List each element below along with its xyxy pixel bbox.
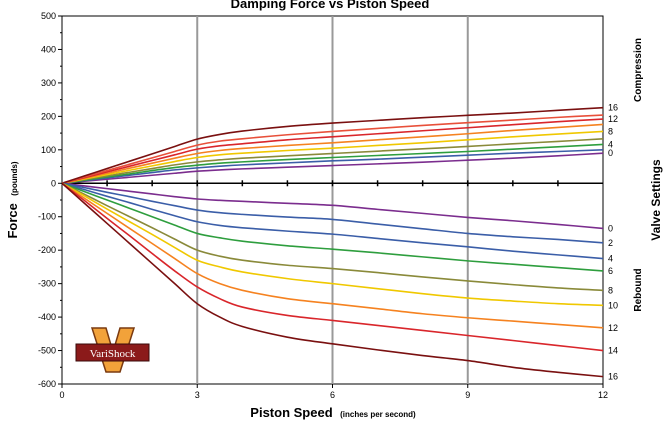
compression-label-4: 4: [608, 139, 613, 149]
rebound-label-16: 16: [608, 372, 618, 382]
grid-lines: [196, 16, 469, 384]
x-tick-label-3: 3: [195, 390, 200, 400]
rebound-label-8: 8: [608, 285, 613, 295]
x-axis-title-unit: (inches per second): [340, 410, 416, 419]
y-tick-label-100: 100: [41, 145, 56, 155]
series-layer: [61, 106, 604, 378]
compression-series-2: [61, 143, 604, 185]
y-tick-label--100: -100: [38, 212, 56, 222]
y-tick-label-400: 400: [41, 44, 56, 54]
logo-banner: [75, 343, 150, 362]
y-axis-title-unit: (pounds): [10, 161, 19, 196]
rebound-series-2: [61, 182, 604, 260]
x-tick-label-6: 6: [330, 390, 335, 400]
y-tick-label--500: -500: [38, 346, 56, 356]
y-axis: 500 400 300 200 100 0 -100 -200 -300 -400 -500 -600: [38, 11, 62, 389]
y-tick-label--400: -400: [38, 312, 56, 322]
rebound-label-4: 4: [608, 254, 613, 264]
y-axis-title-main: Force: [5, 203, 20, 238]
x-tick-label-0: 0: [59, 390, 64, 400]
y-tick-label--600: -600: [38, 379, 56, 389]
rebound-series-6: [61, 182, 604, 329]
x-axis: 0 3 6 9 12: [59, 384, 608, 400]
rebound-label-12: 12: [608, 323, 618, 333]
varishock-logo: VariShock: [75, 327, 150, 373]
rebound-series-8: [61, 182, 604, 378]
y-tick-label--300: -300: [38, 279, 56, 289]
compression-series-4: [61, 130, 604, 185]
zero-axis: [62, 180, 603, 187]
y-tick-label-200: 200: [41, 111, 56, 121]
rebound-series-4: [61, 182, 604, 292]
x-axis-title: Piston Speed (inches per second): [250, 404, 416, 421]
y-tick-label-300: 300: [41, 78, 56, 88]
rebound-series-1: [61, 182, 604, 244]
rebound-series-3: [61, 182, 604, 272]
compression-series-0: [61, 152, 604, 185]
y-tick-label-500: 500: [41, 11, 56, 21]
compression-series-3: [61, 137, 604, 185]
compression-label-8: 8: [608, 126, 613, 136]
compression-label-12: 12: [608, 114, 618, 124]
rebound-label-6: 6: [608, 266, 613, 276]
compression-series-8: [61, 106, 604, 185]
y-axis-title: Force (pounds): [4, 161, 21, 238]
compression-series-1: [61, 149, 604, 185]
rebound-series-7: [61, 182, 604, 352]
rebound-series-0: [61, 182, 604, 230]
x-tick-label-9: 9: [465, 390, 470, 400]
valve-settings-title: Valve Settings: [649, 159, 663, 241]
logo-text: VariShock: [90, 348, 136, 360]
chart-title: Damping Force vs Piston Speed: [231, 0, 430, 11]
rebound-label-0: 0: [608, 223, 613, 233]
y-tick-label--200: -200: [38, 245, 56, 255]
rebound-series-5: [61, 182, 604, 307]
compression-label-0: 0: [608, 148, 613, 158]
rebound-label: Rebound: [633, 268, 644, 311]
rebound-label-2: 2: [608, 238, 613, 248]
rebound-label-14: 14: [608, 346, 618, 356]
compression-series-5: [61, 123, 604, 185]
x-axis-title-main: Piston Speed: [250, 405, 332, 420]
compression-label-16: 16: [608, 103, 618, 113]
compression-label: Compression: [633, 38, 644, 102]
compression-series-6: [61, 118, 604, 185]
compression-series-7: [61, 114, 604, 185]
x-tick-label-12: 12: [598, 390, 608, 400]
y-tick-label-0: 0: [51, 178, 56, 188]
rebound-label-10: 10: [608, 300, 618, 310]
